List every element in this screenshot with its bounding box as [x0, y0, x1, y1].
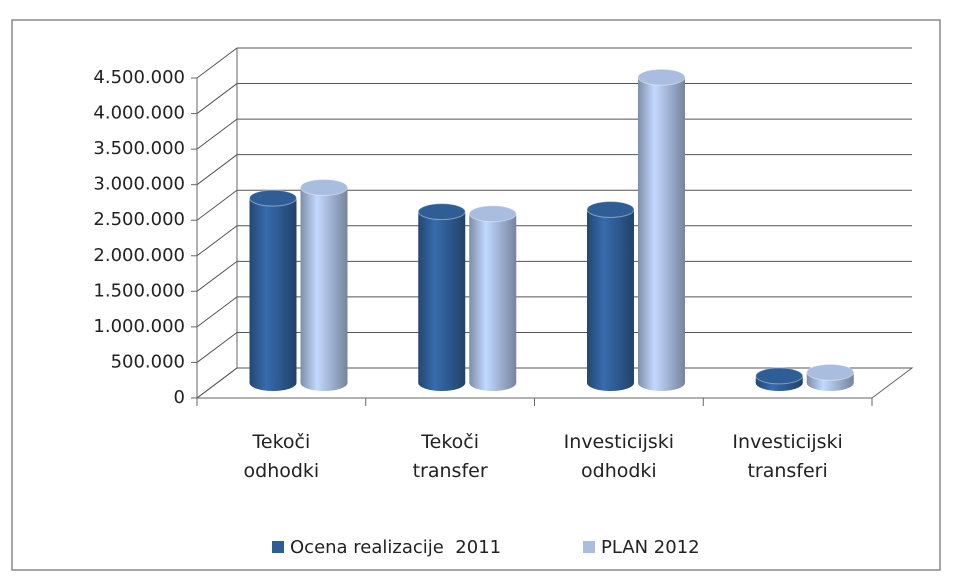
x-tick-label: Tekoči transfer — [412, 431, 488, 482]
bar — [806, 363, 855, 391]
grid-line — [196, 367, 912, 399]
grid-line — [196, 154, 912, 186]
bar — [637, 68, 686, 391]
legend-swatch — [583, 541, 595, 553]
bar — [249, 189, 297, 391]
grid-line — [196, 118, 912, 150]
legend-label: PLAN 2012 — [601, 537, 700, 558]
y-tick-label: 4.500.000 — [93, 67, 185, 88]
y-tick-label: 1.000.000 — [93, 316, 185, 337]
x-tick-label: Investicijski odhodki — [563, 431, 675, 482]
y-tick-label: 0 — [174, 387, 185, 408]
grid-line — [196, 331, 912, 363]
y-tick-label: 500.000 — [111, 351, 185, 372]
grid-line — [196, 47, 912, 79]
y-tick-label: 3.500.000 — [93, 138, 185, 159]
grid-line — [196, 296, 912, 328]
y-tick-label: 3.000.000 — [93, 174, 185, 195]
bar-body — [469, 213, 517, 383]
bar — [586, 200, 635, 391]
grid-line — [196, 189, 912, 221]
bar-top — [755, 367, 804, 385]
bar — [468, 205, 517, 391]
bar-top — [300, 178, 348, 196]
bar-top — [468, 205, 517, 223]
bar-top — [586, 200, 635, 218]
bar-body — [418, 211, 466, 383]
bar — [300, 178, 348, 391]
bar-top — [417, 203, 466, 221]
y-tick-label: 1.500.000 — [93, 280, 185, 301]
bar-top — [637, 68, 686, 86]
y-tick-label: 4.000.000 — [93, 103, 185, 124]
bar-body — [587, 209, 634, 383]
bar — [417, 203, 466, 391]
legend-swatch — [272, 541, 284, 553]
y-tick-label: 2.500.000 — [93, 209, 185, 230]
grid-line — [196, 83, 912, 114]
grid-line — [196, 260, 912, 292]
bar-body — [638, 77, 685, 383]
bar-body — [300, 187, 348, 383]
bar-top — [249, 189, 297, 207]
grid-line — [196, 225, 912, 257]
bar — [755, 367, 804, 391]
x-tick-label: Investicijski transferi — [732, 431, 843, 482]
legend-label: Ocena realizacije 2011 — [290, 537, 501, 558]
bar-top — [806, 363, 855, 381]
y-tick-label: 2.000.000 — [93, 245, 185, 266]
bar-body — [249, 198, 297, 383]
x-tick-label: Tekoči odhodki — [243, 431, 320, 482]
